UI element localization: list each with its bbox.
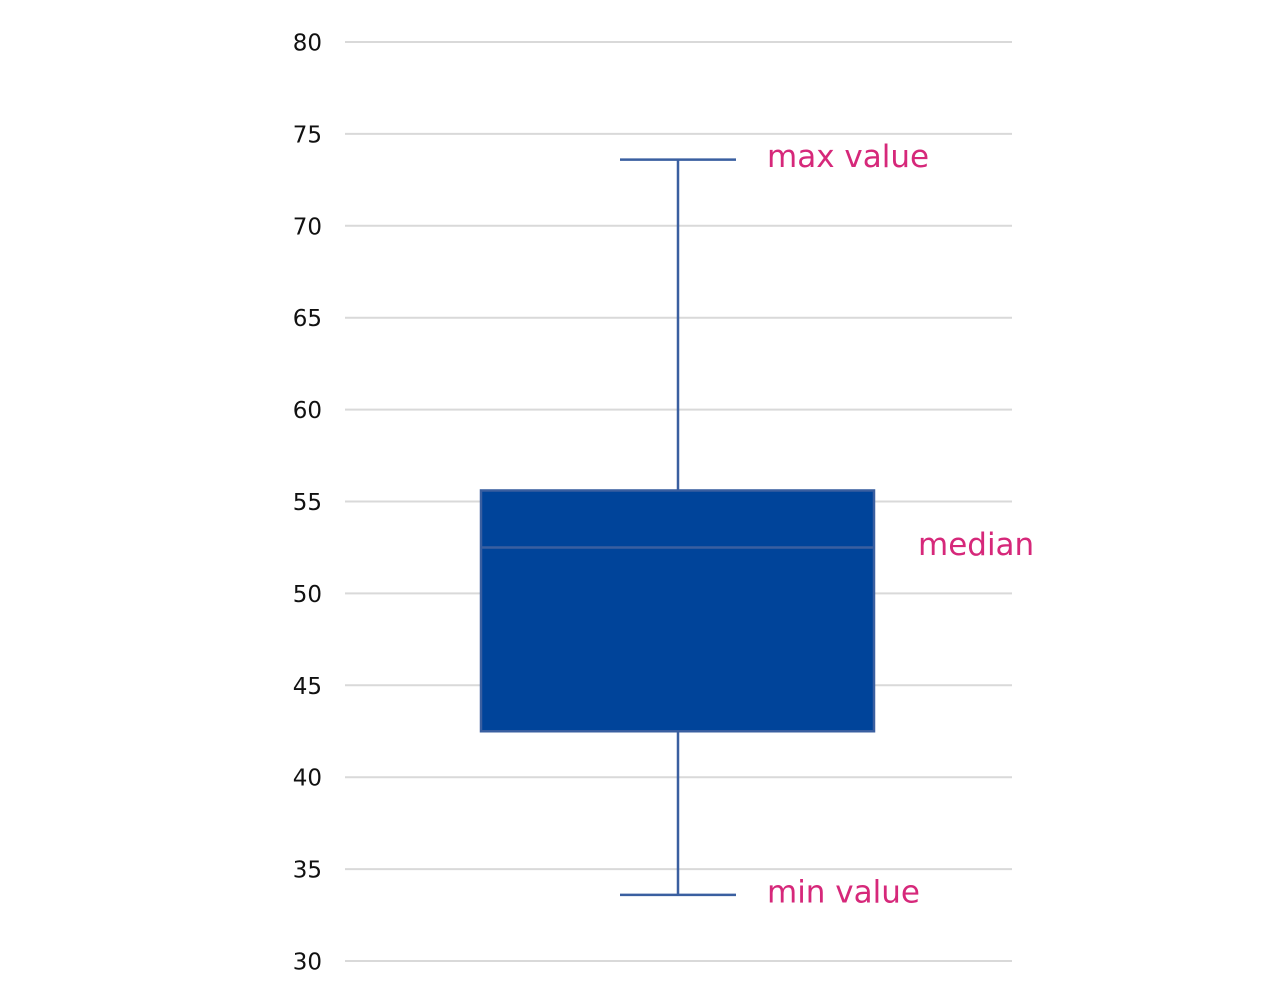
- y-tick-label: 55: [293, 490, 322, 516]
- y-tick-label: 30: [293, 950, 322, 976]
- y-tick-label: 35: [293, 858, 322, 884]
- box: [479, 489, 876, 733]
- y-tick-label: 40: [293, 766, 322, 792]
- y-tick-label: 65: [293, 306, 322, 332]
- y-tick-label: 60: [293, 398, 322, 424]
- annotation: min value: [767, 874, 920, 910]
- annotation: max value: [767, 139, 929, 175]
- annotation: median: [918, 527, 1034, 563]
- y-tick-label: 50: [293, 582, 322, 608]
- y-tick-label: 75: [293, 122, 322, 148]
- y-tick-label: 70: [293, 214, 322, 240]
- y-tick-label: 45: [293, 674, 322, 700]
- y-tick-label: 80: [293, 31, 322, 57]
